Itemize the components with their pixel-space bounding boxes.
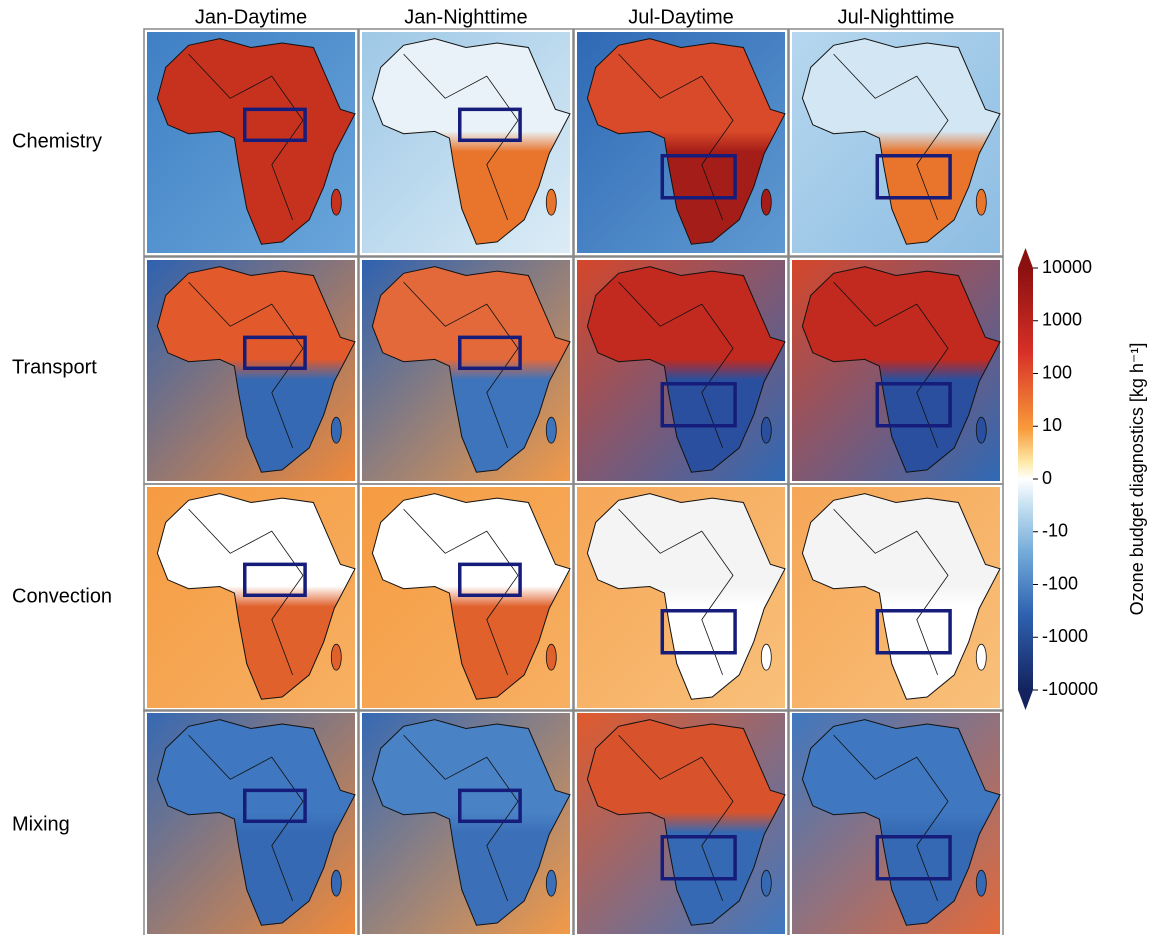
map-grid — [144, 29, 1003, 935]
map-panel — [359, 29, 573, 256]
map-panel — [359, 710, 573, 935]
map-panel — [789, 484, 1003, 711]
madagascar — [331, 417, 341, 443]
map-panel — [144, 29, 358, 256]
map-panel — [574, 257, 788, 484]
tick-label: -10000 — [1042, 679, 1098, 699]
column-title: Jan-Nighttime — [404, 6, 527, 28]
map-panel — [359, 257, 573, 484]
row-label: Convection — [12, 585, 112, 607]
figure: 100001000100100-10-100-1000-10000Ozone b… — [0, 0, 1156, 935]
map-panel — [789, 29, 1003, 256]
madagascar — [546, 870, 556, 896]
madagascar — [546, 417, 556, 443]
madagascar — [761, 870, 771, 896]
column-title: Jan-Daytime — [195, 6, 307, 28]
tick-label: 10000 — [1042, 257, 1092, 277]
row-label: Chemistry — [12, 130, 102, 152]
madagascar — [761, 417, 771, 443]
madagascar — [976, 189, 986, 215]
map-panel — [574, 710, 788, 935]
extend-bottom — [1018, 690, 1033, 710]
tick-label: 10 — [1042, 415, 1062, 435]
tick-label: 0 — [1042, 468, 1052, 488]
map-panel — [789, 257, 1003, 484]
tick-label: -1000 — [1042, 626, 1088, 646]
madagascar — [331, 644, 341, 670]
row-label: Transport — [12, 356, 97, 378]
column-title: Jul-Nighttime — [838, 6, 955, 28]
madagascar — [761, 644, 771, 670]
map-panel — [574, 484, 788, 711]
map-panel — [574, 29, 788, 256]
row-label: Mixing — [12, 813, 70, 835]
madagascar — [546, 644, 556, 670]
map-panel — [144, 710, 358, 935]
madagascar — [331, 189, 341, 215]
colorbar-bar — [1018, 268, 1033, 690]
map-panel — [789, 710, 1003, 935]
madagascar — [546, 189, 556, 215]
madagascar — [331, 870, 341, 896]
madagascar — [976, 870, 986, 896]
tick-label: 1000 — [1042, 310, 1082, 330]
map-panel — [359, 484, 573, 711]
tick-label: -100 — [1042, 573, 1078, 593]
extend-top — [1018, 248, 1033, 268]
madagascar — [976, 644, 986, 670]
colorbar-label: Ozone budget diagnostics [kg h⁻¹] — [1127, 343, 1147, 616]
map-panel — [144, 257, 358, 484]
tick-label: -10 — [1042, 521, 1068, 541]
madagascar — [976, 417, 986, 443]
column-title: Jul-Daytime — [628, 6, 734, 28]
madagascar — [761, 189, 771, 215]
tick-label: 100 — [1042, 362, 1072, 382]
map-panel — [144, 484, 358, 711]
